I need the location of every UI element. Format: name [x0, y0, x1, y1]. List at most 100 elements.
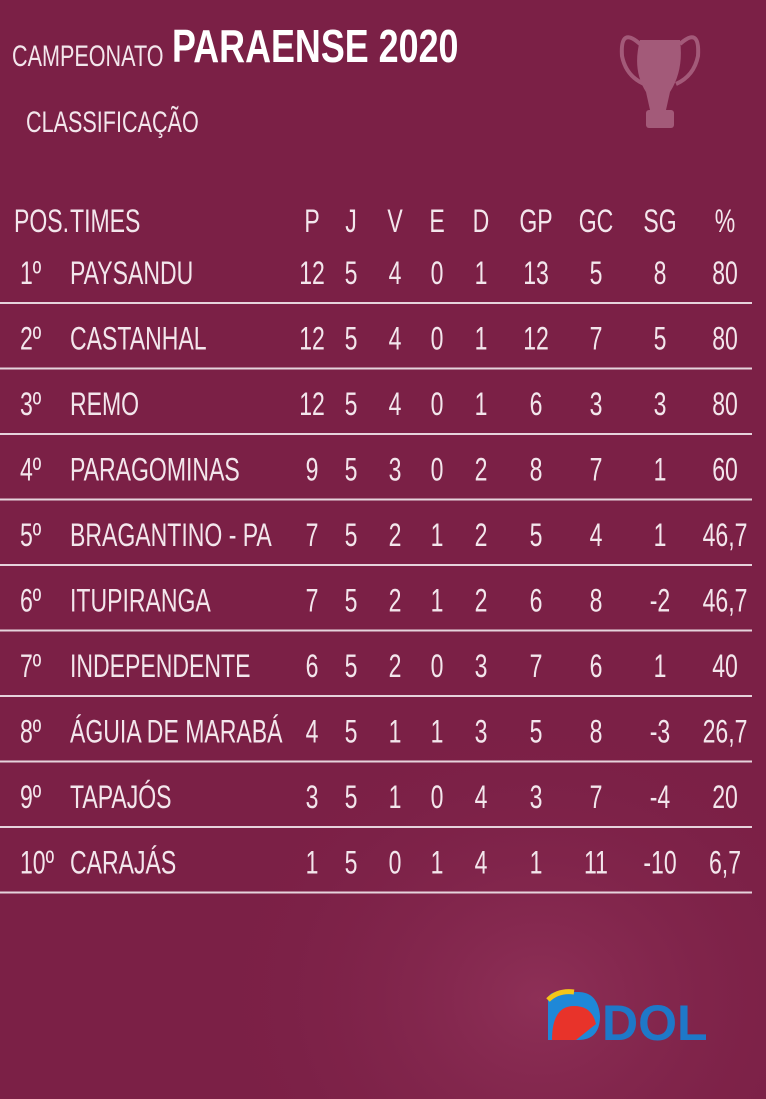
background-glow: [200, 600, 766, 1099]
stat-cell: 4: [389, 386, 402, 422]
stat-cell: 8: [654, 255, 667, 291]
stat-cell: 5: [345, 255, 358, 291]
team-name: ITUPIRANGA: [70, 583, 211, 619]
stat-cell: 5: [654, 321, 667, 357]
header-title: PARAENSE 2020: [172, 21, 458, 72]
stat-cell: 0: [431, 452, 444, 488]
stat-cell: 6: [306, 648, 319, 684]
stat-cell: 6: [590, 648, 603, 684]
stat-cell: 4: [389, 321, 402, 357]
stat-cell: 6: [530, 583, 543, 619]
column-header: V: [387, 203, 403, 239]
stat-cell: 0: [431, 255, 444, 291]
team-name: CASTANHAL: [70, 321, 207, 357]
team-name: BRAGANTINO - PA: [70, 517, 272, 553]
team-name: ÁGUIA DE MARABÁ: [70, 714, 283, 750]
stat-cell: 8: [530, 452, 543, 488]
stat-cell: 0: [431, 648, 444, 684]
position: 5º: [20, 517, 41, 553]
stat-cell: -4: [650, 779, 670, 815]
stat-cell: 1: [431, 517, 444, 553]
stat-cell: 1: [389, 779, 402, 815]
logo-text: DOL: [602, 995, 708, 1051]
stat-cell: 80: [712, 321, 738, 357]
stat-cell: 1: [530, 845, 543, 881]
position: 10º: [20, 845, 54, 881]
stat-cell: 46,7: [703, 583, 748, 619]
stat-cell: 20: [712, 779, 738, 815]
team-name: PAYSANDU: [70, 255, 193, 291]
stat-cell: 3: [389, 452, 402, 488]
stat-cell: 46,7: [703, 517, 748, 553]
stat-cell: 6,7: [709, 845, 741, 881]
stat-cell: 9: [306, 452, 319, 488]
stat-cell: -3: [650, 714, 670, 750]
stat-cell: 8: [590, 583, 603, 619]
column-header: %: [715, 203, 735, 239]
stat-cell: 4: [590, 517, 603, 553]
stat-cell: 80: [712, 386, 738, 422]
stat-cell: 3: [475, 714, 488, 750]
position: 9º: [20, 779, 41, 815]
team-name: PARAGOMINAS: [70, 452, 240, 488]
stat-cell: 1: [431, 583, 444, 619]
stat-cell: 4: [306, 714, 319, 750]
column-header: GC: [579, 203, 614, 239]
stat-cell: 6: [530, 386, 543, 422]
stat-cell: 1: [389, 714, 402, 750]
stat-cell: 1: [475, 321, 488, 357]
column-header: POS.: [14, 203, 69, 239]
stat-cell: 1: [431, 714, 444, 750]
stat-cell: 7: [530, 648, 543, 684]
stat-cell: 5: [345, 452, 358, 488]
stat-cell: 13: [523, 255, 549, 291]
stat-cell: 3: [654, 386, 667, 422]
stat-cell: 2: [475, 517, 488, 553]
stat-cell: 4: [475, 779, 488, 815]
stat-cell: -2: [650, 583, 670, 619]
stat-cell: 4: [475, 845, 488, 881]
position: 4º: [20, 452, 41, 488]
stat-cell: 5: [345, 714, 358, 750]
team-name: REMO: [70, 386, 139, 422]
stat-cell: 2: [389, 583, 402, 619]
stat-cell: 0: [431, 321, 444, 357]
stat-cell: 1: [654, 517, 667, 553]
stat-cell: 5: [345, 648, 358, 684]
stat-cell: 60: [712, 452, 738, 488]
stat-cell: 3: [475, 648, 488, 684]
stat-cell: 5: [345, 583, 358, 619]
team-name: CARAJÁS: [70, 845, 176, 881]
stat-cell: 1: [654, 452, 667, 488]
stat-cell: 5: [530, 517, 543, 553]
position: 7º: [20, 648, 41, 684]
column-header: D: [473, 203, 490, 239]
stat-cell: 80: [712, 255, 738, 291]
stat-cell: 5: [345, 779, 358, 815]
stat-cell: 12: [299, 386, 325, 422]
stat-cell: 5: [345, 517, 358, 553]
stat-cell: 2: [475, 452, 488, 488]
trophy: [619, 35, 701, 128]
position: 2º: [20, 321, 41, 357]
stat-cell: 11: [584, 845, 608, 881]
stat-cell: 3: [530, 779, 543, 815]
stat-cell: 5: [345, 321, 358, 357]
stat-cell: 7: [590, 452, 603, 488]
column-header: P: [304, 203, 319, 239]
stat-cell: 26,7: [703, 714, 748, 750]
stat-cell: 5: [590, 255, 603, 291]
stat-cell: 2: [389, 517, 402, 553]
stat-cell: 3: [590, 386, 603, 422]
stat-cell: 1: [475, 255, 488, 291]
column-header: GP: [519, 203, 552, 239]
header-subtitle: CLASSIFICAÇÃO: [26, 104, 199, 138]
column-header: E: [429, 203, 444, 239]
stat-cell: 1: [475, 386, 488, 422]
stat-cell: 2: [389, 648, 402, 684]
stat-cell: 2: [475, 583, 488, 619]
stat-cell: 0: [389, 845, 402, 881]
stat-cell: 3: [306, 779, 319, 815]
